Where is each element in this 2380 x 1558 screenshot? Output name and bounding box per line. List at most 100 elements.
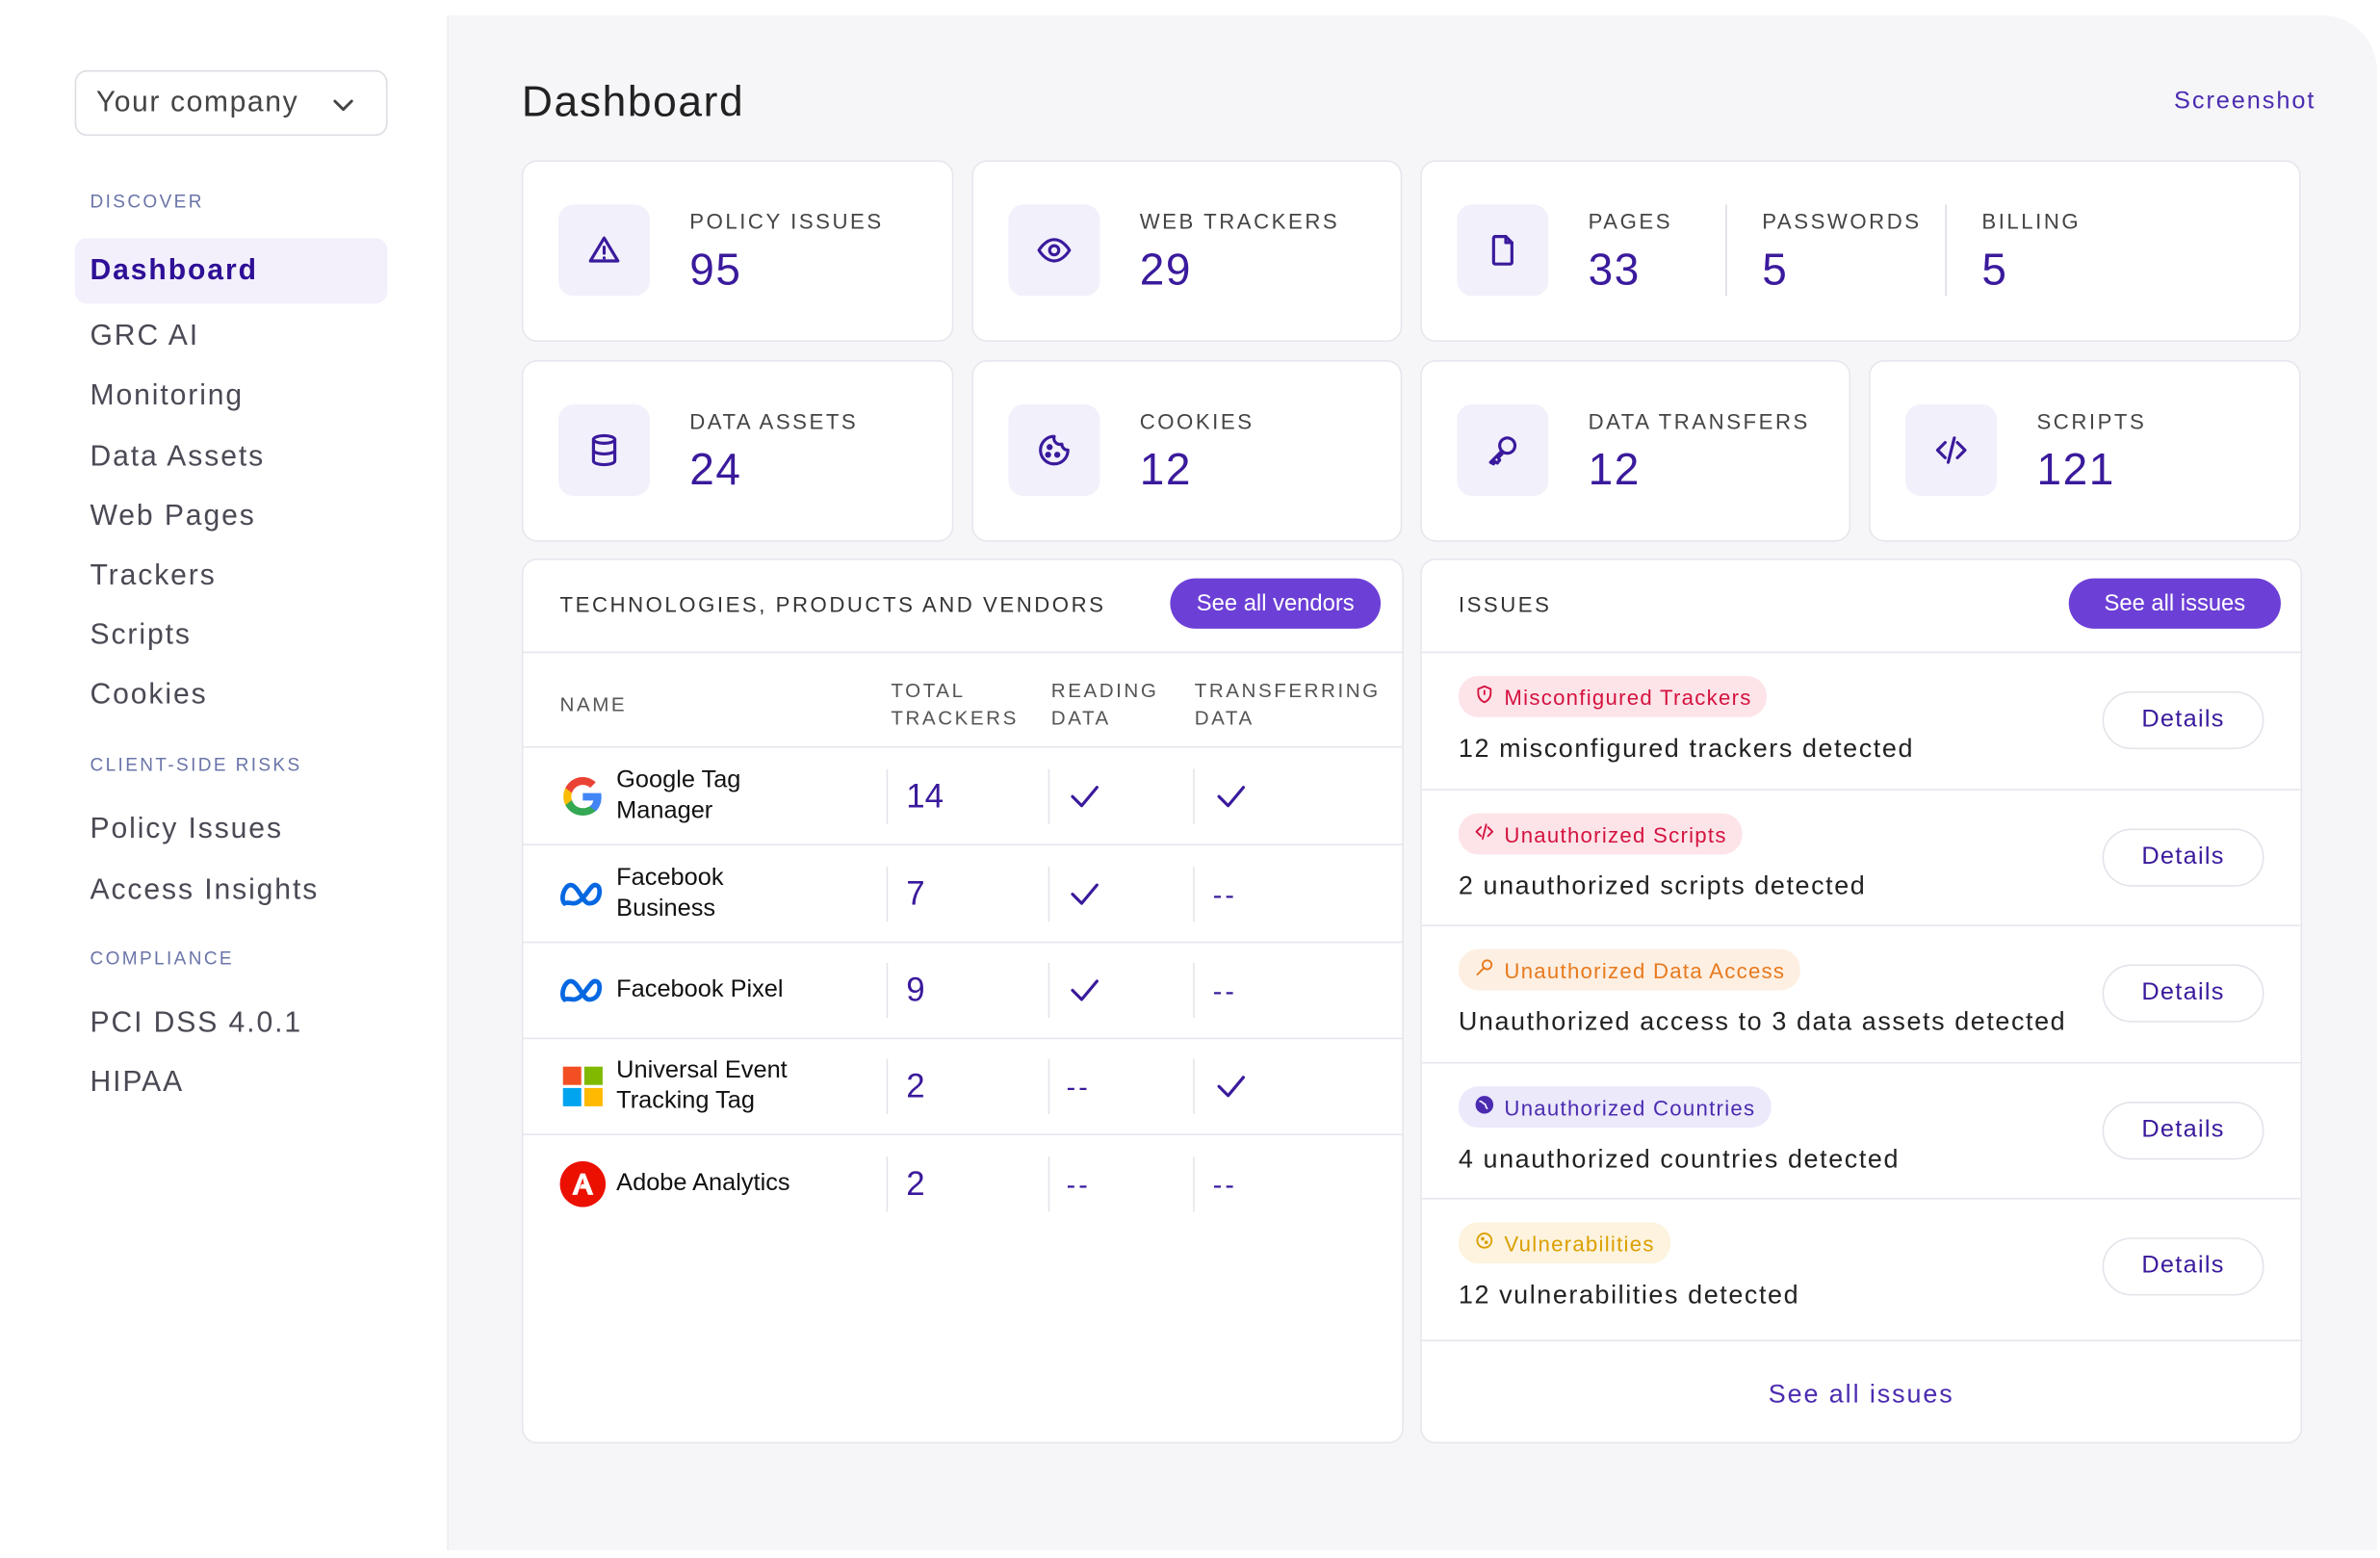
see-all-issues-link[interactable]: See all issues (1768, 1379, 1954, 1409)
icon-part (583, 1087, 603, 1106)
nav-item[interactable]: Policy Issues (90, 813, 283, 845)
icon-part (565, 776, 596, 793)
row-divider (523, 745, 1403, 748)
nav-item[interactable]: Access Insights (90, 874, 320, 907)
divider (1421, 651, 2301, 654)
nav-item[interactable]: GRC AI (90, 320, 199, 353)
tag-icon (1474, 1094, 1495, 1120)
see-issues-button[interactable]: See all issues (2068, 578, 2281, 629)
stat-value: 12 (1139, 446, 1192, 496)
cell-divider (1193, 1156, 1195, 1212)
see-vendors-button[interactable]: See all vendors (1170, 578, 1382, 629)
stat-divider (1725, 204, 1727, 297)
section-label: DISCOVER (90, 191, 204, 213)
icon-part (1488, 449, 1504, 466)
icon-part (1491, 235, 1513, 266)
icon-part (1498, 436, 1517, 455)
chevron-icon (326, 89, 360, 122)
nav-item[interactable]: PCI DSS 4.0.1 (90, 1006, 302, 1040)
icon-part (1047, 444, 1053, 451)
cell-divider (1048, 768, 1050, 824)
vendor-logo (556, 870, 608, 919)
icon-part (1484, 1240, 1488, 1245)
nav-item[interactable]: Monitoring (90, 379, 245, 412)
nav-item[interactable]: Cookies (90, 679, 208, 712)
icon-part (1071, 979, 1099, 1001)
stat-icon (1008, 204, 1100, 297)
cell-divider (886, 867, 889, 922)
screenshot-link[interactable]: Screenshot (2174, 88, 2316, 115)
tag-icon (1474, 1230, 1495, 1256)
icon-part (562, 1066, 582, 1085)
icon-part (582, 792, 602, 812)
check-icon (1067, 876, 1103, 913)
tracker-count: 2 (906, 1164, 925, 1203)
nav-item[interactable]: Dashboard (90, 254, 258, 287)
stat-value: 5 (1762, 246, 1789, 296)
nav-item[interactable]: Trackers (90, 559, 217, 592)
details-button[interactable]: Details (2102, 1102, 2264, 1160)
stat-divider (1945, 204, 1947, 297)
icon-part (563, 788, 573, 806)
row-divider (1421, 1061, 2301, 1064)
row-divider (1421, 789, 2301, 791)
nav-item[interactable]: HIPAA (90, 1066, 185, 1099)
icon-part (1488, 436, 1517, 466)
vendor-logo (556, 1062, 608, 1111)
section-label: CLIENT-SIDE RISKS (90, 753, 302, 776)
cell-divider (886, 962, 889, 1018)
column-header: READING DATA (1050, 679, 1159, 730)
icon-part (560, 978, 603, 1002)
details-button[interactable]: Details (2102, 828, 2264, 887)
details-button[interactable]: Details (2102, 964, 2264, 1023)
icon-part (1071, 979, 1099, 1001)
column-header: TOTAL TRACKERS (891, 679, 1019, 730)
cell-divider (1193, 1058, 1195, 1114)
icon-part (591, 437, 617, 467)
stat-label: COOKIES (1139, 408, 1255, 434)
icon-part (1071, 883, 1099, 905)
nav-item[interactable]: Scripts (90, 619, 192, 652)
details-button[interactable]: Details (2102, 690, 2264, 750)
icon-part (1071, 786, 1099, 808)
tag-label: Vulnerabilities (1504, 1231, 1655, 1256)
icon-part (1037, 238, 1072, 263)
icon-part (1217, 786, 1246, 808)
icon-part (562, 1087, 582, 1106)
details-button[interactable]: Details (2102, 1237, 2264, 1296)
icon-part (563, 776, 602, 817)
icon-part (1217, 1076, 1246, 1098)
tag-label: Unauthorized Scripts (1504, 821, 1727, 846)
company-name[interactable]: Your company (95, 87, 299, 119)
cell-divider (886, 1058, 889, 1114)
icon-part (562, 1066, 603, 1106)
stat-value: 29 (1139, 246, 1192, 296)
issue-description: 12 misconfigured trackers detected (1458, 734, 1915, 764)
row-divider (523, 1133, 1403, 1136)
page-title: Dashboard (521, 77, 745, 125)
stat-label: DATA ASSETS (689, 408, 859, 434)
stat-label: SCRIPTS (2036, 408, 2147, 434)
nav-item[interactable]: Data Assets (90, 440, 266, 474)
icon-part (1504, 235, 1513, 245)
vendors-title: TECHNOLOGIES, PRODUCTS AND VENDORS (559, 591, 1106, 617)
stat-icon (1905, 403, 1998, 497)
vendor-name: Facebook Business (616, 865, 724, 922)
stat-label: PASSWORDS (1762, 209, 1922, 234)
tag-label: Misconfigured Trackers (1504, 684, 1752, 710)
vendor-logo (556, 772, 608, 821)
tracker-count: 9 (906, 970, 925, 1009)
row-divider (1421, 1197, 2301, 1200)
icon-part (560, 882, 603, 907)
cell-divider (1193, 768, 1195, 824)
tag-label: Unauthorized Countries (1504, 1095, 1756, 1120)
tag-icon (1474, 957, 1495, 983)
stat-icon (557, 403, 651, 497)
nav-item[interactable]: Web Pages (90, 500, 256, 533)
row-divider (523, 844, 1403, 845)
icon-part (1477, 685, 1492, 704)
icon-part (1071, 786, 1099, 808)
